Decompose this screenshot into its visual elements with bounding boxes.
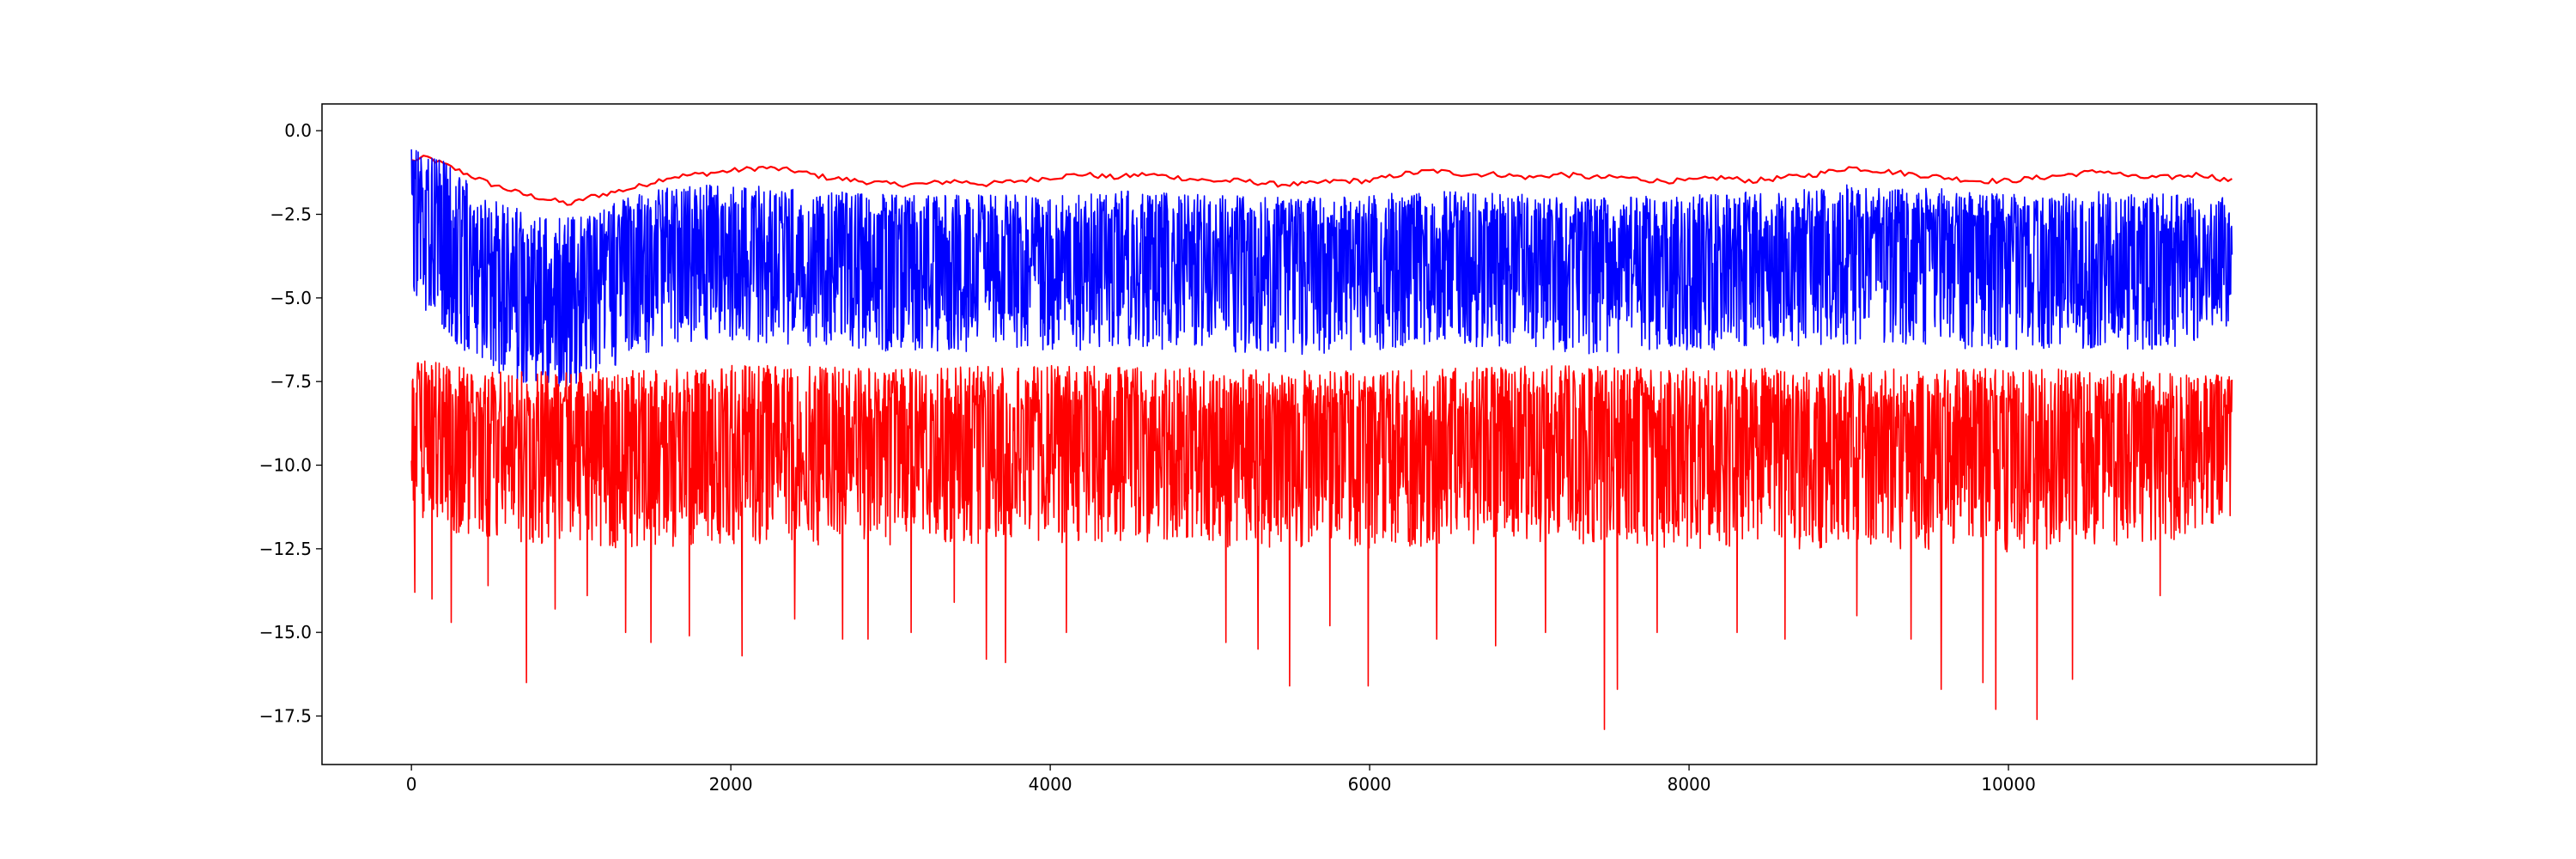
series-layer [410,149,2233,730]
plot-frame [321,103,2318,765]
y-tick-label: −12.5 [259,539,312,559]
x-tick-label: 8000 [1668,774,1711,795]
y-axis: 0.0 −2.5 −5.0 −7.5 −10.0 −12.5 −15.0 −17.5 [259,120,322,727]
x-tick-label: 4000 [1029,774,1072,795]
series-2-line [410,149,2233,387]
y-tick-label: −5.0 [270,288,312,308]
y-tick-label: −17.5 [259,706,312,727]
y-tick-label: −2.5 [270,204,312,224]
y-tick-label: −10.0 [259,455,312,476]
x-axis: 0 2000 4000 6000 8000 10000 [406,765,2036,795]
y-tick-label: −15.0 [259,622,312,643]
x-tick-label: 6000 [1348,774,1392,795]
series-1-line [410,155,2233,206]
x-tick-label: 10000 [1981,774,2036,795]
y-tick-label: 0.0 [284,120,312,141]
x-tick-label: 0 [406,774,417,795]
y-tick-label: −7.5 [270,371,312,392]
series-3-line [410,360,2233,730]
x-tick-label: 2000 [709,774,753,795]
